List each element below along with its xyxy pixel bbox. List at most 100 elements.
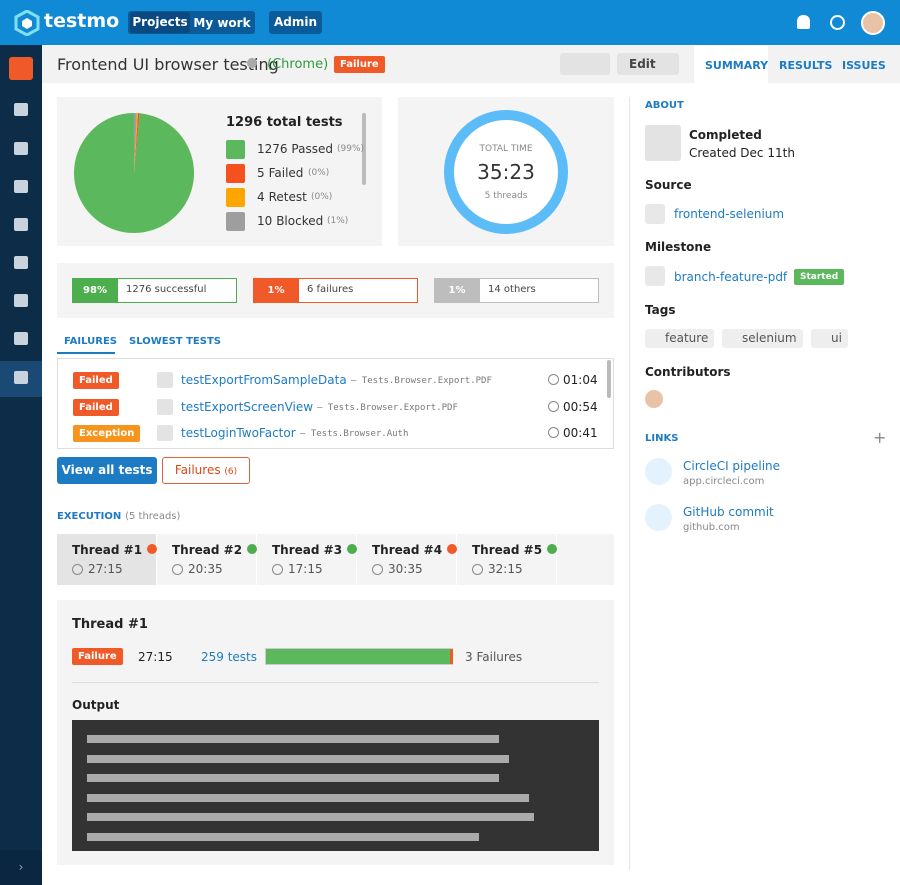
link-title[interactable]: GitHub commit bbox=[683, 505, 774, 519]
brand: testmo bbox=[44, 10, 120, 32]
thread-tab[interactable] bbox=[257, 534, 357, 585]
thread-name: Thread #2 bbox=[172, 543, 243, 557]
view-all-button[interactable]: View all tests bbox=[57, 457, 157, 484]
time-ring bbox=[444, 110, 568, 234]
thread-tab[interactable] bbox=[357, 534, 457, 585]
legend-pct: (0%) bbox=[311, 192, 333, 202]
output-line bbox=[87, 735, 499, 743]
failures-button[interactable]: Failures (6) bbox=[162, 457, 250, 484]
link-title[interactable]: CircleCI pipeline bbox=[683, 459, 781, 473]
thread-time: 20:35 bbox=[188, 562, 223, 576]
nav-tab[interactable]: My work bbox=[193, 16, 251, 30]
edit-button[interactable]: Edit bbox=[617, 53, 679, 75]
test-time: 00:54 bbox=[563, 399, 598, 414]
tab[interactable]: RESULTS bbox=[779, 59, 833, 72]
execution-heading: EXECUTION (5 threads) bbox=[57, 508, 180, 522]
sidebar-icon[interactable] bbox=[14, 294, 28, 307]
tab-active bbox=[694, 45, 768, 83]
legend-swatch bbox=[226, 140, 245, 159]
thread-name: Thread #1 bbox=[72, 543, 143, 557]
sidebar-project[interactable] bbox=[9, 57, 33, 80]
source[interactable]: frontend-selenium bbox=[674, 207, 785, 221]
detail-tests[interactable]: 259 tests bbox=[201, 650, 258, 664]
ratio-pct: 1% bbox=[253, 278, 299, 303]
tag[interactable]: selenium bbox=[722, 329, 803, 348]
sidebar-icon[interactable] bbox=[14, 256, 28, 269]
print-export-buttons[interactable] bbox=[560, 53, 610, 75]
legend-pct: (99%) bbox=[337, 144, 365, 154]
thread-tab[interactable] bbox=[457, 534, 557, 585]
link-url: github.com bbox=[683, 522, 740, 533]
created: Created Dec 11th bbox=[689, 146, 795, 160]
milestone[interactable]: branch-feature-pdf bbox=[674, 270, 788, 284]
milestone-state: Started bbox=[794, 269, 845, 285]
sidebar-icon[interactable] bbox=[14, 180, 28, 193]
legend-pct: (0%) bbox=[308, 168, 330, 178]
scrollbar bbox=[607, 360, 611, 398]
tab-underline bbox=[57, 352, 115, 354]
time-value: 35:23 bbox=[477, 160, 535, 184]
detail-time: 27:15 bbox=[138, 650, 173, 664]
thread-tab[interactable] bbox=[157, 534, 257, 585]
link-icon bbox=[645, 504, 672, 531]
tag[interactable]: ui bbox=[811, 329, 848, 348]
failures-count: (6) bbox=[224, 467, 238, 477]
sidebar-icon[interactable] bbox=[14, 218, 28, 231]
admin-button[interactable]: Admin bbox=[269, 11, 322, 34]
status-badge: Failure bbox=[334, 56, 385, 73]
title: Frontend UI browser testing bbox=[57, 55, 279, 74]
test-name[interactable]: testLoginTwoFactor bbox=[181, 426, 296, 440]
sidebar-icon[interactable] bbox=[14, 371, 28, 384]
thread-tab[interactable] bbox=[57, 534, 157, 585]
legend-pct: (1%) bbox=[327, 216, 349, 226]
file-icon bbox=[157, 372, 173, 388]
file-icon bbox=[157, 398, 173, 415]
add-link[interactable]: + bbox=[873, 428, 887, 447]
bell-icon[interactable] bbox=[797, 15, 810, 29]
output-line bbox=[87, 793, 529, 802]
milestone-icon bbox=[645, 266, 665, 286]
tag[interactable]: feature bbox=[645, 329, 715, 348]
state-icon bbox=[645, 125, 681, 161]
execution-count: (5 threads) bbox=[125, 511, 181, 522]
clock-icon bbox=[372, 564, 383, 575]
legend-label: Failed bbox=[268, 166, 304, 180]
test-name[interactable]: testExportFromSampleData bbox=[181, 373, 347, 387]
thread-time: 27:15 bbox=[88, 562, 123, 576]
clock-icon bbox=[172, 564, 183, 575]
ratio-pct: 98% bbox=[72, 278, 118, 303]
tab[interactable]: SUMMARY bbox=[705, 59, 769, 72]
test-name[interactable]: testExportScreenView bbox=[181, 399, 314, 414]
detail-progress-fail bbox=[450, 649, 453, 664]
sidebar-icon[interactable] bbox=[14, 332, 28, 345]
help-icon[interactable] bbox=[830, 15, 845, 30]
test-time: 01:04 bbox=[563, 373, 598, 387]
output-line bbox=[87, 832, 479, 841]
tests-tab[interactable]: SLOWEST TESTS bbox=[129, 336, 221, 347]
tab[interactable]: ISSUES bbox=[842, 59, 886, 72]
row-status: Failed bbox=[73, 398, 119, 416]
detail-progress bbox=[265, 648, 453, 665]
sidebar-icon[interactable] bbox=[14, 142, 28, 155]
thread-dot bbox=[247, 544, 257, 554]
legend-swatch bbox=[226, 212, 245, 231]
thread-time: 30:35 bbox=[388, 562, 423, 576]
time-threads: 5 threads bbox=[484, 191, 528, 201]
divider bbox=[72, 682, 599, 683]
row-status: Exception bbox=[73, 425, 141, 442]
info-icon[interactable] bbox=[247, 58, 257, 68]
thread-dot bbox=[147, 544, 157, 554]
ratio-pct: 1% bbox=[434, 278, 480, 303]
avatar[interactable] bbox=[861, 11, 885, 35]
pie-slice bbox=[134, 113, 139, 173]
pie-slice bbox=[134, 113, 140, 173]
test-suite: – Tests.Browser.Export.PDF bbox=[317, 402, 458, 413]
sidebar-expand[interactable]: › bbox=[0, 850, 42, 885]
tests-tab[interactable]: FAILURES bbox=[64, 336, 118, 347]
contributor-avatar[interactable] bbox=[645, 390, 663, 408]
pie-chart bbox=[74, 113, 194, 233]
sidebar-icon[interactable] bbox=[14, 103, 28, 116]
scrollbar bbox=[362, 113, 366, 185]
legend-label: Blocked bbox=[276, 214, 324, 228]
nav-tab[interactable]: Projects bbox=[130, 12, 190, 33]
